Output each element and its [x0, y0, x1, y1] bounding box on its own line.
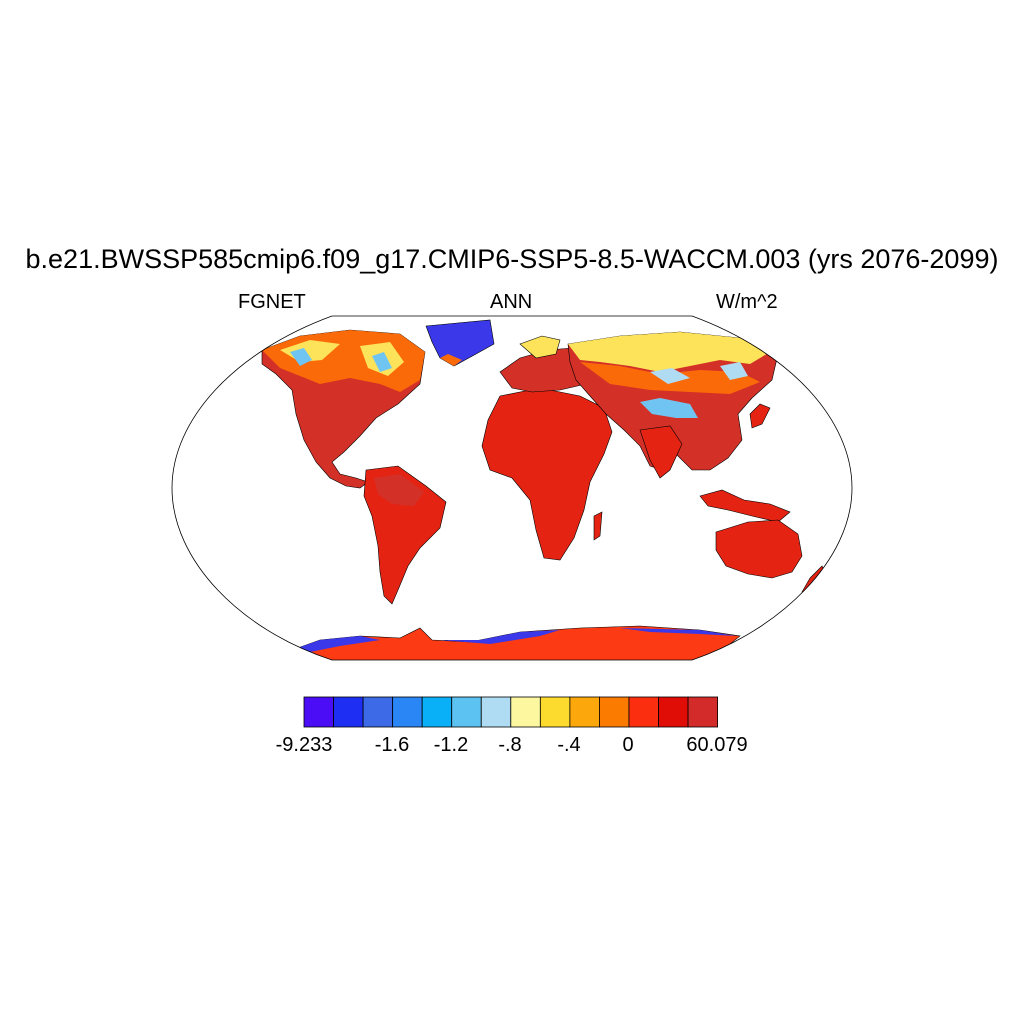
colorbar-tick-label: -1.2: [433, 734, 469, 756]
colorbar-tick-label: 0: [622, 734, 634, 756]
india: [639, 425, 683, 479]
south-america-hot: [374, 474, 424, 506]
japan: [749, 403, 771, 429]
colorbar-swatch: [333, 696, 364, 728]
canada-yellow-patches: [280, 340, 404, 376]
colorbar-swatch: [687, 696, 718, 728]
colorbar-swatch: [451, 696, 482, 728]
colorbar-swatch: [421, 696, 453, 728]
scandinavia: [519, 335, 561, 359]
asia-light-blue: [650, 362, 748, 384]
greenland-edge: [440, 354, 462, 366]
colorbar-swatch: [510, 696, 541, 728]
season-label: ANN: [490, 291, 533, 313]
units-label: W/m^2: [716, 291, 778, 313]
colorbar-tick-label: -.8: [498, 734, 522, 756]
australia: [715, 519, 803, 579]
map-border: [171, 315, 853, 661]
colorbar-tick-label: -1.6: [374, 734, 410, 756]
indonesia: [699, 489, 791, 523]
colorbar-swatch: [628, 696, 659, 728]
colorbar-swatch: [569, 696, 600, 728]
colorbar-tick-label: -9.233: [275, 734, 333, 756]
colorbar-swatch: [658, 696, 689, 728]
colorbar-swatch: [303, 696, 334, 728]
colorbar-tick-label: 60.079: [686, 734, 748, 756]
madagascar: [593, 511, 603, 541]
colorbar-tick-label: -.4: [557, 734, 581, 756]
plot-title: b.e21.BWSSP585cmip6.f09_g17.CMIP6-SSP5-8…: [25, 244, 999, 274]
canada-blue-patches: [290, 348, 392, 372]
colorbar-swatch: [599, 696, 630, 728]
colorbar-swatch: [539, 696, 571, 728]
colorbar-swatch: [362, 696, 394, 728]
siberia-yellow: [568, 332, 770, 372]
antarctica-ice-edge: [292, 628, 736, 654]
colorbar-swatch: [392, 696, 423, 728]
south-america: [363, 465, 447, 605]
variable-name: FGNET: [238, 291, 306, 313]
colorbar-swatch: [480, 696, 512, 728]
greenland: [425, 319, 495, 367]
tibet-blue: [640, 398, 698, 418]
